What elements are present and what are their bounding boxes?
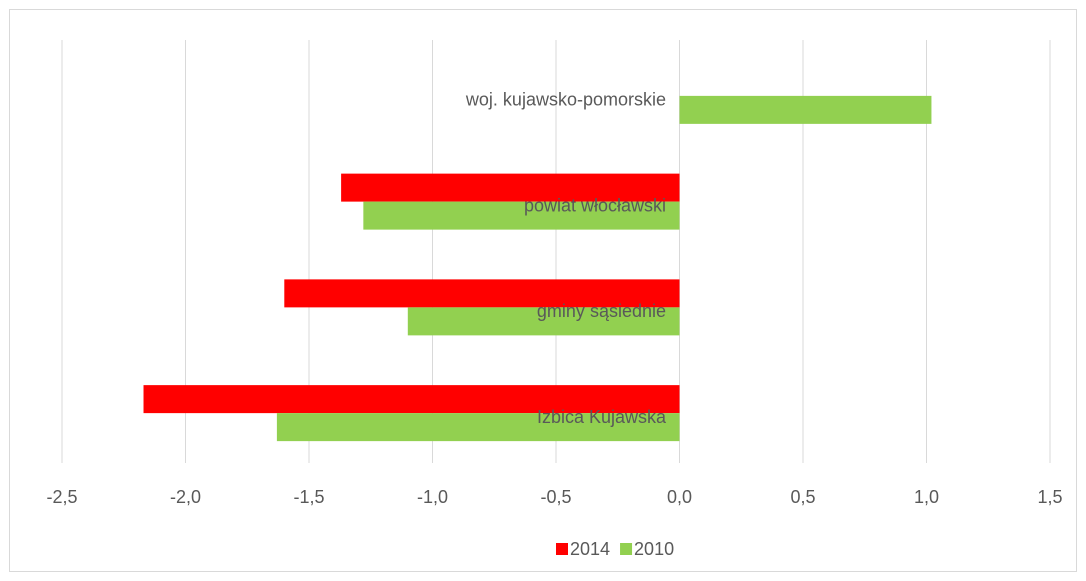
legend-label: 2010 bbox=[634, 539, 674, 559]
x-tick-label: 1,0 bbox=[914, 487, 939, 507]
bar bbox=[143, 385, 680, 414]
bar bbox=[341, 173, 680, 202]
x-tick-label: -1,0 bbox=[417, 487, 448, 507]
category-label: Izbica Kujawska bbox=[537, 407, 667, 427]
legend-label: 2014 bbox=[570, 539, 610, 559]
bar bbox=[276, 413, 680, 442]
x-tick-label: 0,5 bbox=[790, 487, 815, 507]
x-tick-label: -2,5 bbox=[46, 487, 77, 507]
x-tick-label: -1,5 bbox=[293, 487, 324, 507]
bar bbox=[363, 201, 680, 230]
bar bbox=[284, 279, 680, 308]
legend-swatch bbox=[620, 543, 633, 555]
category-label: powiat włocławski bbox=[524, 195, 666, 215]
bar bbox=[407, 307, 680, 336]
category-label: woj. kujawsko-pomorskie bbox=[465, 90, 666, 110]
category-label: gminy sąsiednie bbox=[537, 301, 666, 321]
x-tick-label: -0,5 bbox=[540, 487, 571, 507]
legend-swatch bbox=[556, 543, 568, 555]
x-tick-label: 1,5 bbox=[1037, 487, 1062, 507]
bar bbox=[679, 95, 932, 124]
x-tick-label: 0,0 bbox=[667, 487, 692, 507]
x-tick-label: -2,0 bbox=[170, 487, 201, 507]
